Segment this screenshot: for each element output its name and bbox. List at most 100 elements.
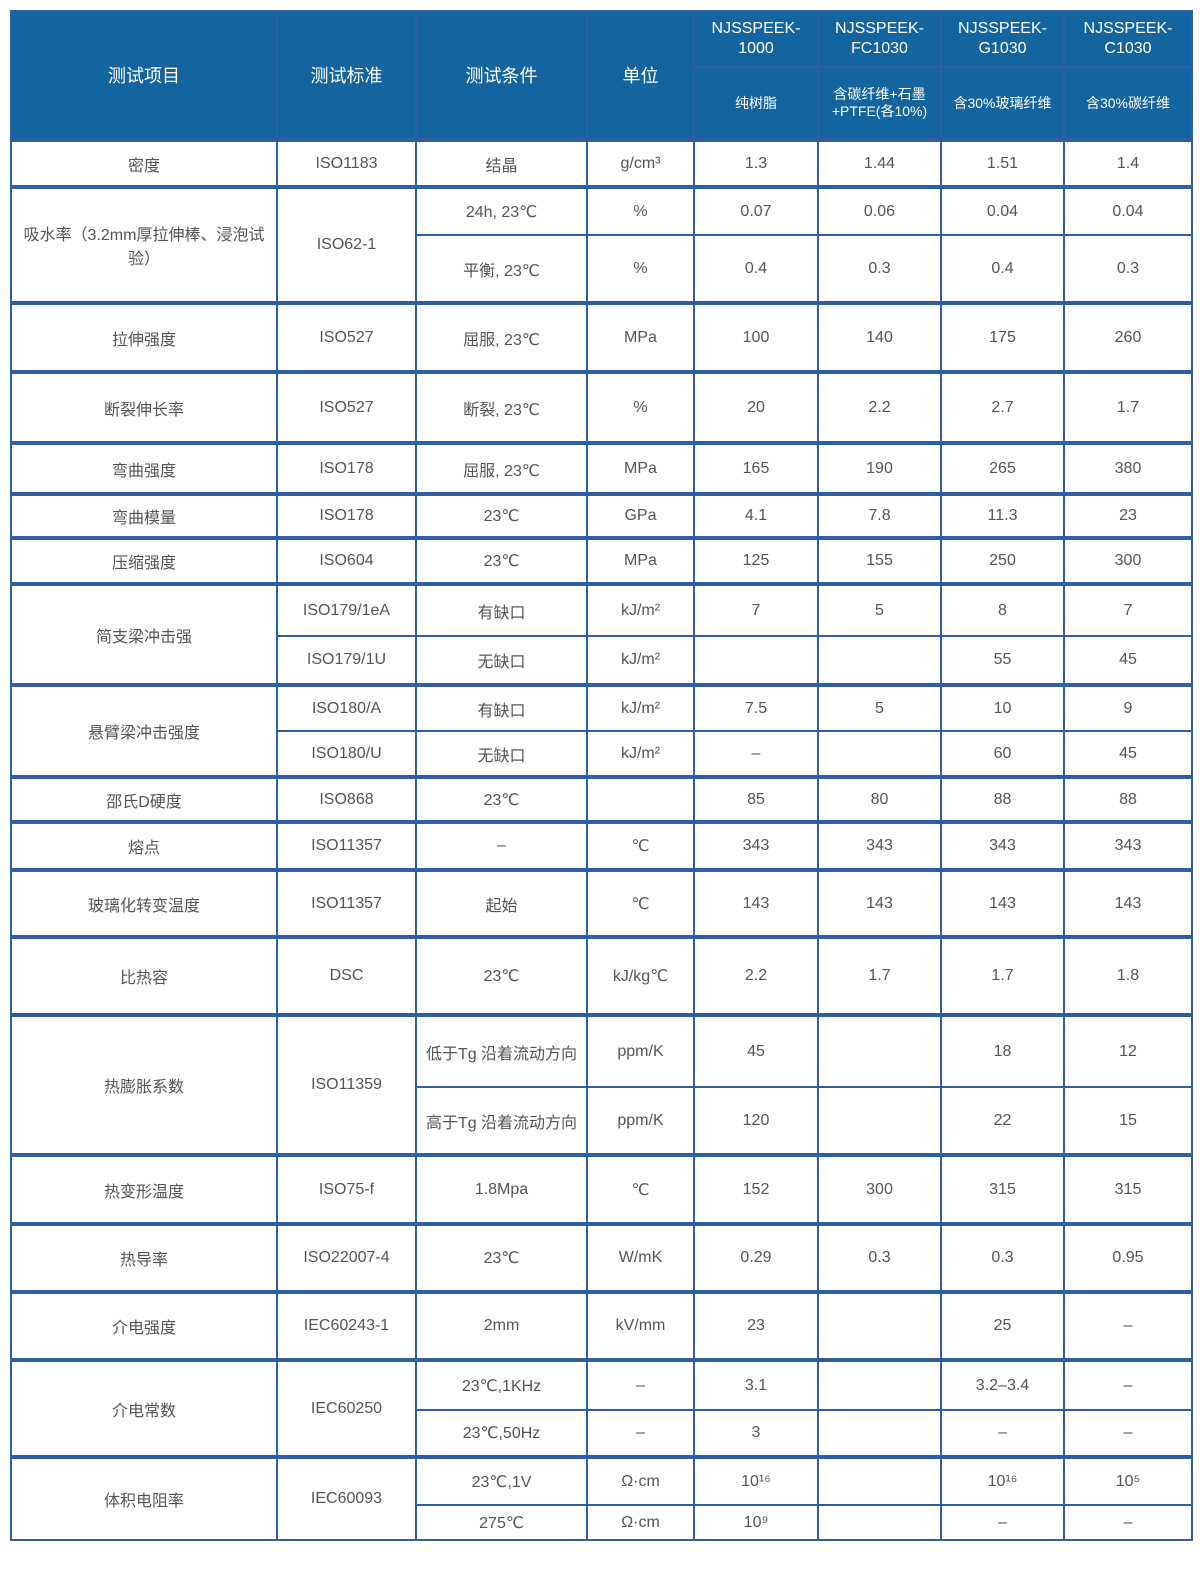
header-model-desc: 含碳纤维+石墨+PTFE(各10%) xyxy=(817,66,942,141)
value-cell: 0.07 xyxy=(693,185,819,236)
table-row: 简支梁冲击强 ISO179/1eA 有缺口 kJ/m² 7 5 8 7 xyxy=(10,582,1193,686)
value-cell xyxy=(817,1358,942,1411)
test-condition: 23℃ xyxy=(415,492,588,539)
test-condition: 23℃,50Hz xyxy=(415,1409,588,1458)
test-item: 吸水率（3.2mm厚拉伸棒、浸泡试验） xyxy=(10,185,278,304)
test-standard: ISO527 xyxy=(276,301,417,373)
test-standard: ISO178 xyxy=(276,441,417,495)
value-cell: 250 xyxy=(940,536,1065,585)
value-cell: 140 xyxy=(817,301,942,373)
value-cell: 12 xyxy=(1063,1013,1193,1088)
value-cell: 10¹⁶ xyxy=(693,1455,819,1506)
value-cell xyxy=(817,1290,942,1361)
header-model-desc: 含30%玻璃纤维 xyxy=(940,66,1065,141)
value-cell: 300 xyxy=(817,1153,942,1225)
test-item: 热变形温度 xyxy=(10,1153,278,1225)
test-condition: 23℃ xyxy=(415,1222,588,1293)
value-cell: 260 xyxy=(1063,301,1193,373)
unit: ℃ xyxy=(586,1153,695,1225)
value-cell: 7.8 xyxy=(817,492,942,539)
test-item: 玻璃化转变温度 xyxy=(10,868,278,938)
test-standard: ISO178 xyxy=(276,492,417,539)
value-cell: 0.04 xyxy=(940,185,1065,236)
value-cell: 3.1 xyxy=(693,1358,819,1411)
test-condition: 23℃ xyxy=(415,536,588,585)
test-standard: IEC60243-1 xyxy=(276,1290,417,1361)
test-item: 热导率 xyxy=(10,1222,278,1293)
test-condition: 低于Tg 沿着流动方向 xyxy=(415,1013,588,1088)
value-cell: 8 xyxy=(940,582,1065,637)
header-row: 测试项目 测试标准 测试条件 单位 NJSSPEEK-1000 NJSSPEEK… xyxy=(10,10,1193,141)
unit: ppm/K xyxy=(586,1013,695,1088)
value-cell: 1.7 xyxy=(940,935,1065,1016)
value-cell: 85 xyxy=(693,775,819,823)
value-cell: 0.3 xyxy=(817,234,942,304)
test-condition: 屈服, 23℃ xyxy=(415,441,588,495)
value-cell: – xyxy=(1063,1290,1193,1361)
unit: GPa xyxy=(586,492,695,539)
value-cell: 88 xyxy=(940,775,1065,823)
test-item: 比热容 xyxy=(10,935,278,1016)
test-standard: ISO11359 xyxy=(276,1013,417,1156)
header-standard: 测试标准 xyxy=(276,10,417,141)
test-condition: 无缺口 xyxy=(415,730,588,778)
test-item: 断裂伸长率 xyxy=(10,370,278,444)
value-cell: 22 xyxy=(940,1086,1065,1156)
value-cell: 343 xyxy=(1063,820,1193,871)
value-cell: 2.2 xyxy=(817,370,942,444)
test-standard: ISO604 xyxy=(276,536,417,585)
value-cell: 7.5 xyxy=(693,683,819,732)
test-item: 悬臂梁冲击强度 xyxy=(10,683,278,778)
value-cell: – xyxy=(1063,1504,1193,1541)
unit: % xyxy=(586,370,695,444)
unit: kV/mm xyxy=(586,1290,695,1361)
value-cell: 15 xyxy=(1063,1086,1193,1156)
test-item: 体积电阻率 xyxy=(10,1455,278,1541)
table-row: 悬臂梁冲击强度 ISO180/A 有缺口 kJ/m² 7.5 5 10 9 xyxy=(10,683,1193,778)
value-cell: 4.1 xyxy=(693,492,819,539)
unit: g/cm³ xyxy=(586,138,695,188)
value-cell: 7 xyxy=(1063,582,1193,637)
value-cell: 5 xyxy=(817,683,942,732)
value-cell xyxy=(817,635,942,686)
table-row: 弯曲模量 ISO178 23℃ GPa 4.1 7.8 11.3 23 xyxy=(10,492,1193,539)
value-cell: 20 xyxy=(693,370,819,444)
test-standard: DSC xyxy=(276,935,417,1016)
unit: % xyxy=(586,234,695,304)
value-cell xyxy=(817,1504,942,1541)
table-row: 23℃,50Hz –3– – xyxy=(11,1409,1193,1458)
table-row: ISO180/U 无缺口 kJ/m² – 60 45 xyxy=(11,730,1193,778)
test-standard: ISO1183 xyxy=(276,138,417,188)
table-row: 密度 ISO1183 结晶 g/cm³ 1.3 1.44 1.51 1.4 xyxy=(10,138,1193,188)
table-row: 热变形温度 ISO75-f 1.8Mpa ℃ 152 300 315 315 xyxy=(10,1153,1193,1225)
value-cell: 315 xyxy=(1063,1153,1193,1225)
value-cell: 25 xyxy=(940,1290,1065,1361)
test-standard: ISO62-1 xyxy=(276,185,417,304)
test-item: 弯曲模量 xyxy=(10,492,278,539)
unit: MPa xyxy=(586,536,695,585)
unit xyxy=(586,775,695,823)
header-condition: 测试条件 xyxy=(415,10,588,141)
value-cell: 0.4 xyxy=(940,234,1065,304)
header-model-desc: 含30%碳纤维 xyxy=(1063,66,1193,141)
test-condition: 2mm xyxy=(415,1290,588,1361)
header-model-name: NJSSPEEK-FC1030 xyxy=(817,10,942,68)
value-cell: 60 xyxy=(940,730,1065,778)
header-model-name: NJSSPEEK-C1030 xyxy=(1063,10,1193,68)
value-cell: 380 xyxy=(1063,441,1193,495)
value-cell: 343 xyxy=(817,820,942,871)
value-cell xyxy=(817,730,942,778)
test-standard: ISO75-f xyxy=(276,1153,417,1225)
unit: kJ/kg℃ xyxy=(586,935,695,1016)
unit: ℃ xyxy=(586,820,695,871)
test-standard: ISO527 xyxy=(276,370,417,444)
test-condition: 23℃ xyxy=(415,775,588,823)
value-cell: 0.06 xyxy=(817,185,942,236)
test-condition: 屈服, 23℃ xyxy=(415,301,588,373)
value-cell: 343 xyxy=(940,820,1065,871)
value-cell: 5 xyxy=(817,582,942,637)
test-standard: ISO179/1eA xyxy=(276,582,417,637)
value-cell: 80 xyxy=(817,775,942,823)
value-cell: 0.3 xyxy=(940,1222,1065,1293)
table-row: 邵氏D硬度 ISO868 23℃ 85 80 88 88 xyxy=(10,775,1193,823)
